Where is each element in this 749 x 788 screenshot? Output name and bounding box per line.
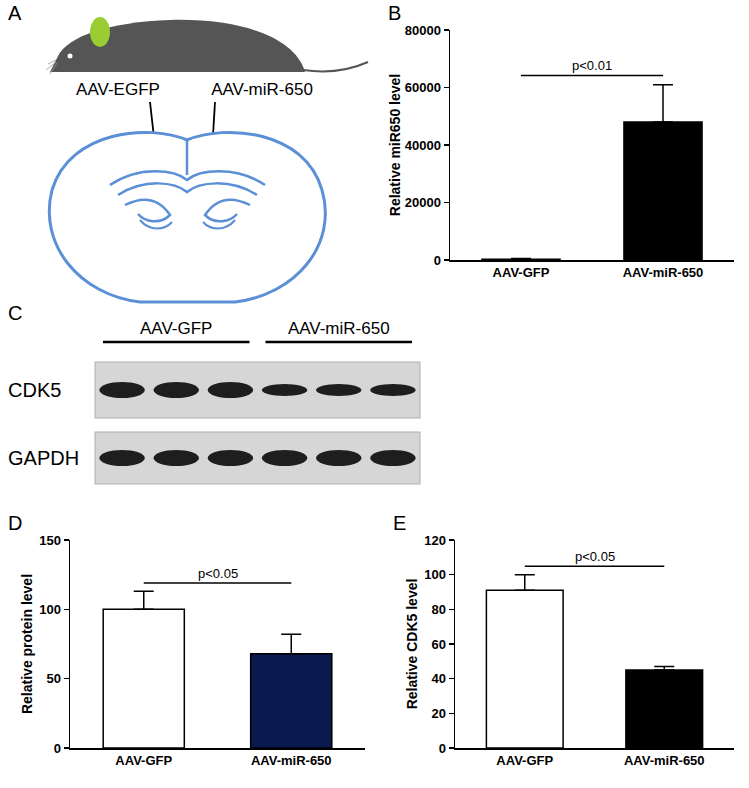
html-text:D: D <box>8 512 23 534</box>
svg-text:20: 20 <box>431 706 445 721</box>
svg-text:AAV-GFP: AAV-GFP <box>496 753 553 768</box>
svg-text:0: 0 <box>54 741 61 756</box>
svg-text:p<0.05: p<0.05 <box>198 566 238 581</box>
svg-text:0: 0 <box>434 253 441 268</box>
svg-text:p<0.01: p<0.01 <box>572 58 612 73</box>
svg-text:AAV-GFP: AAV-GFP <box>115 753 172 768</box>
svg-text:40: 40 <box>431 671 445 686</box>
svg-text:AAV-miR-650: AAV-miR-650 <box>251 753 332 768</box>
svg-text:0: 0 <box>439 741 446 756</box>
svg-text:CDK5: CDK5 <box>8 379 61 401</box>
svg-text:AAV-EGFP: AAV-EGFP <box>76 80 160 99</box>
svg-text:AAV-miR-650: AAV-miR-650 <box>624 753 705 768</box>
svg-text:AAV-miR-650: AAV-miR-650 <box>623 265 704 280</box>
svg-text:100: 100 <box>424 567 446 582</box>
svg-text:150: 150 <box>39 533 61 548</box>
svg-text:20000: 20000 <box>405 195 441 210</box>
svg-text:GAPDH: GAPDH <box>8 447 79 469</box>
svg-text:Relative miR650 level: Relative miR650 level <box>387 74 403 216</box>
html-text:B: B <box>388 2 402 24</box>
svg-text:p<0.05: p<0.05 <box>575 549 615 564</box>
svg-text:AAV-GFP: AAV-GFP <box>140 319 212 338</box>
svg-text:60000: 60000 <box>405 80 441 95</box>
html-text:A: A <box>8 2 22 24</box>
svg-text:100: 100 <box>39 602 61 617</box>
svg-text:80: 80 <box>431 602 445 617</box>
svg-text:AAV-miR-650: AAV-miR-650 <box>211 80 313 99</box>
svg-text:50: 50 <box>46 671 60 686</box>
svg-text:AAV-miR-650: AAV-miR-650 <box>288 319 390 338</box>
svg-text:120: 120 <box>424 533 446 548</box>
svg-text:Relative protein level: Relative protein level <box>19 574 35 714</box>
html-text:E: E <box>393 512 407 534</box>
svg-text:Relative CDK5 level: Relative CDK5 level <box>404 579 420 710</box>
svg-text:80000: 80000 <box>405 23 441 38</box>
html-text:C: C <box>8 302 23 324</box>
svg-text:60: 60 <box>431 637 445 652</box>
svg-text:40000: 40000 <box>405 138 441 153</box>
svg-text:AAV-GFP: AAV-GFP <box>493 265 550 280</box>
